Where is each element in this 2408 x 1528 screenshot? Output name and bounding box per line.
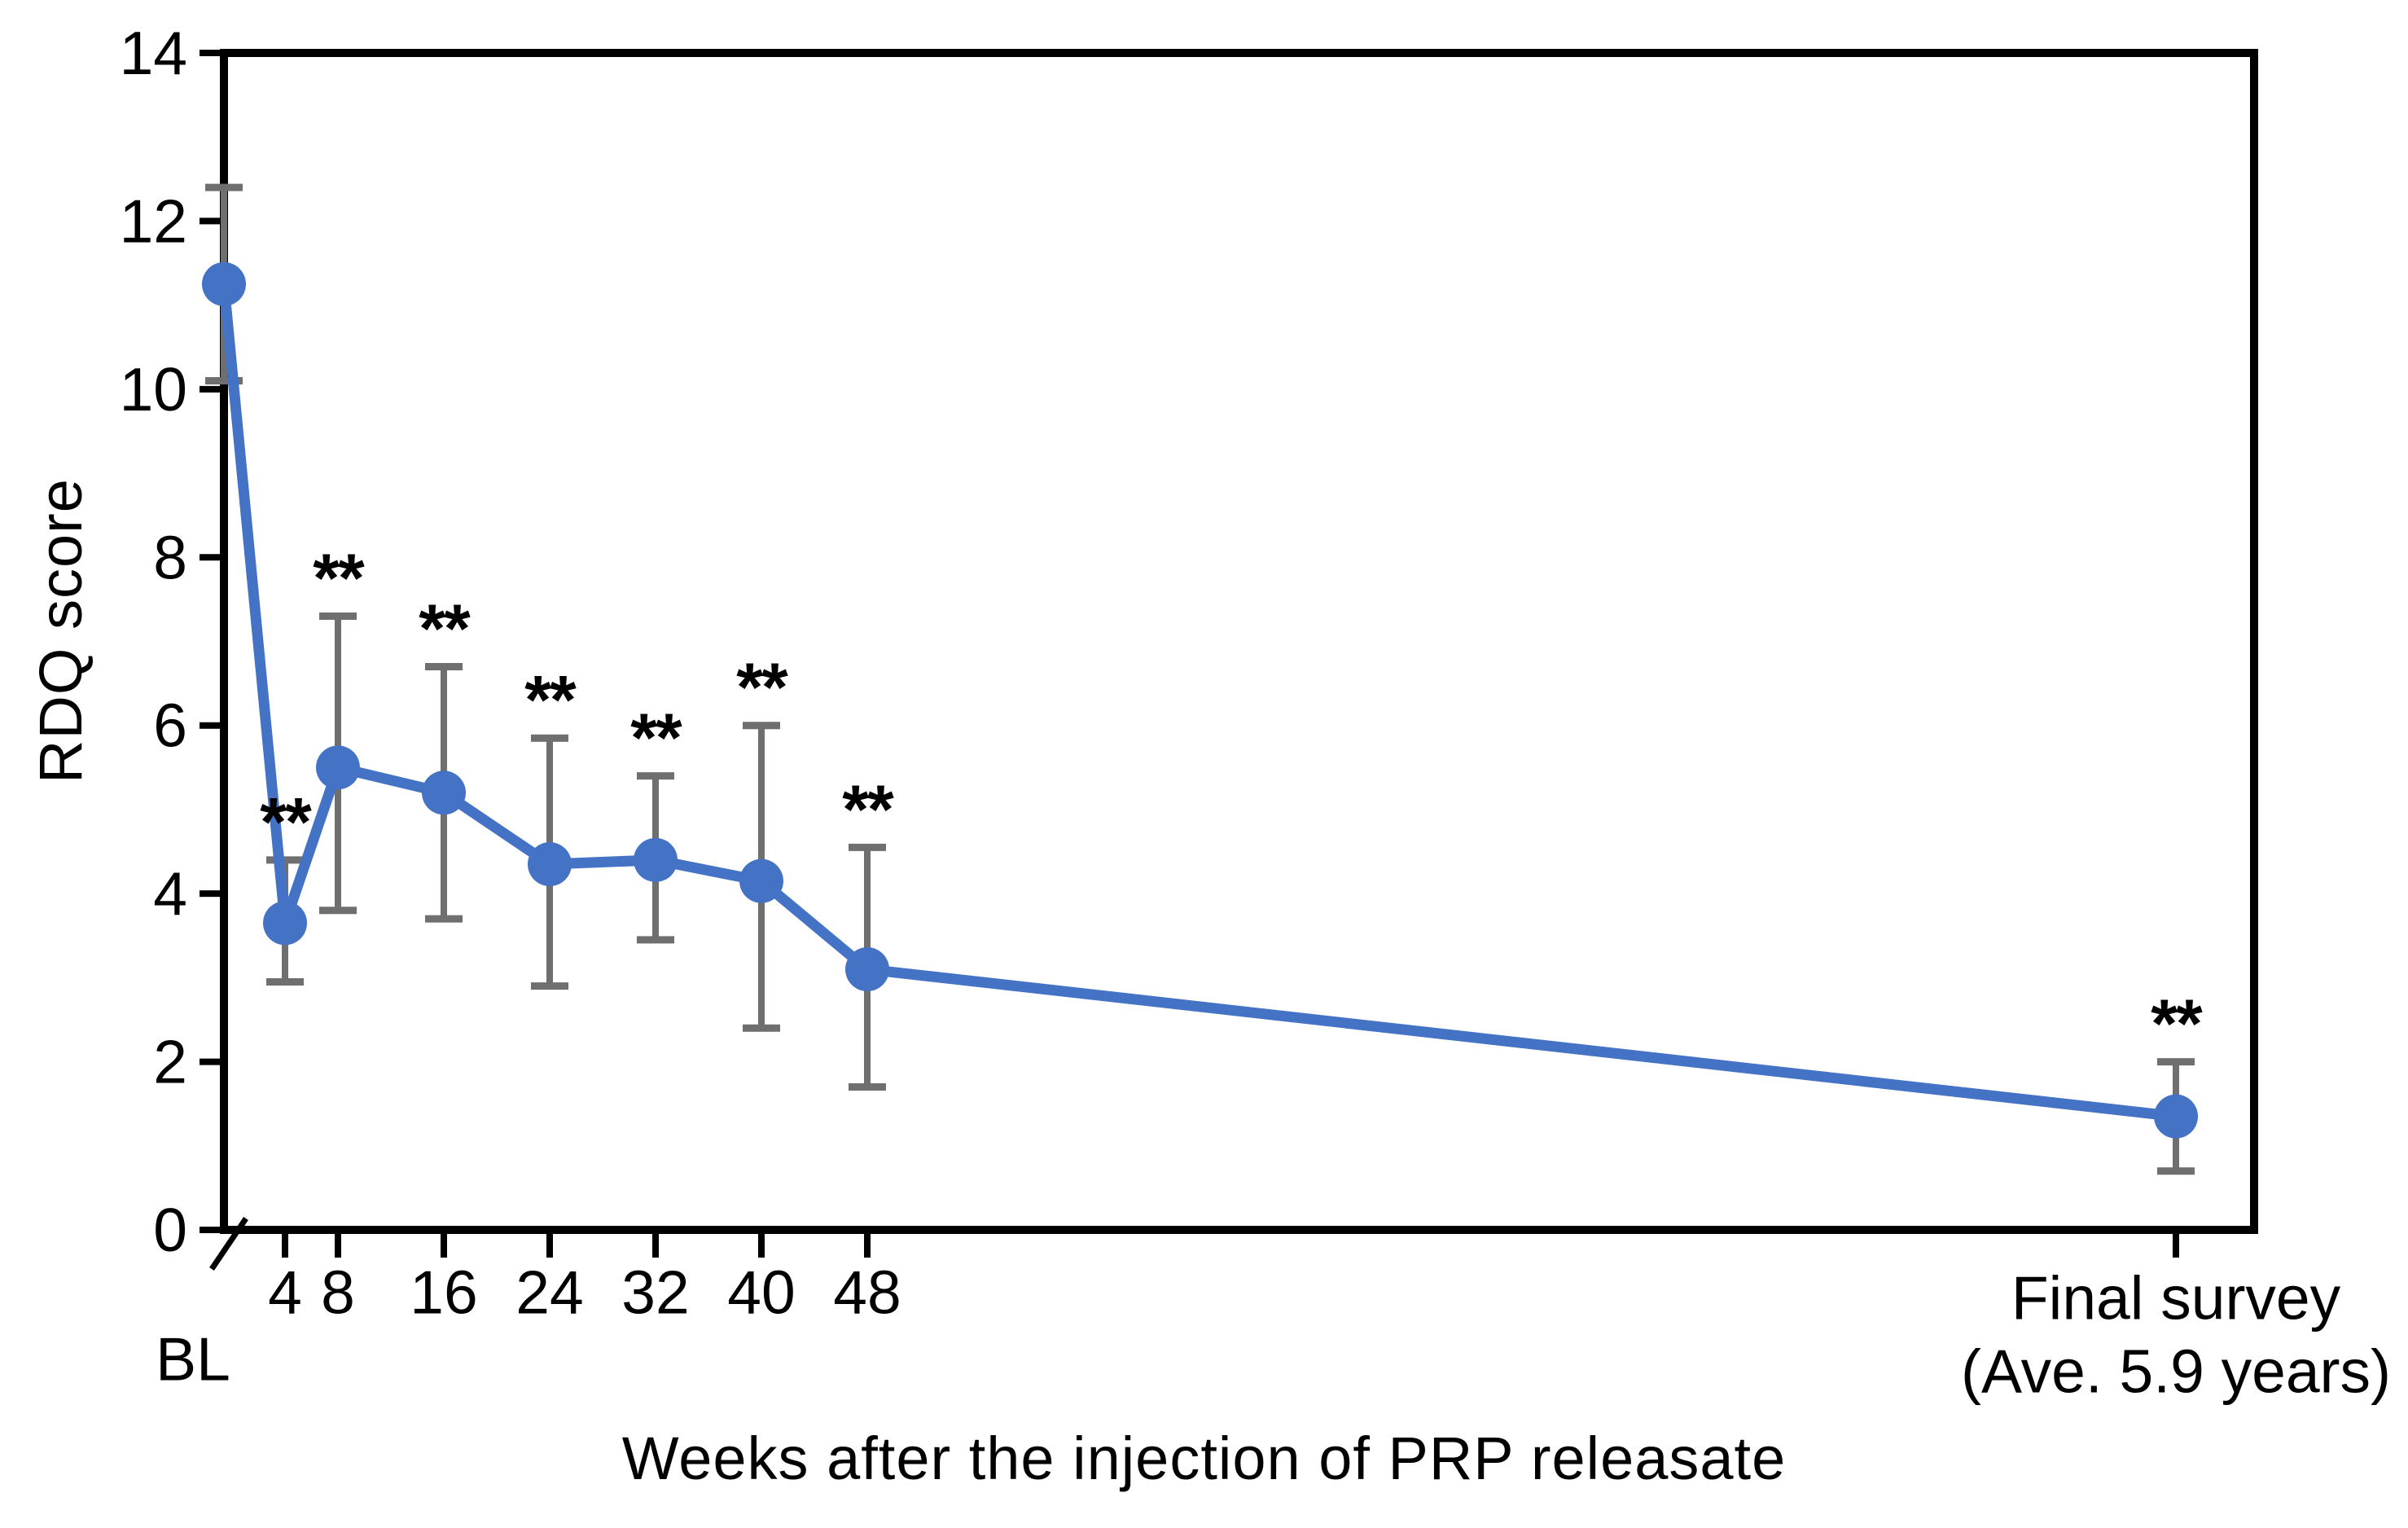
significance-marker-8: ** bbox=[313, 540, 365, 617]
x-tick-label-final-survey: Final survey bbox=[2011, 1263, 2341, 1332]
y-tick-label-8: 8 bbox=[153, 523, 187, 591]
plot-frame bbox=[220, 49, 2258, 1234]
significance-marker-4: ** bbox=[260, 784, 312, 860]
significance-marker-40: ** bbox=[736, 649, 788, 726]
x-axis-break-mark bbox=[209, 1217, 248, 1271]
data-point-32 bbox=[634, 837, 678, 882]
data-point-4 bbox=[263, 901, 307, 946]
data-point-BL bbox=[202, 261, 246, 306]
data-point-48 bbox=[845, 947, 889, 992]
y-tick-label-2: 2 bbox=[153, 1028, 187, 1096]
y-tick-label-10: 10 bbox=[120, 355, 187, 424]
x-tick-label-24: 24 bbox=[515, 1258, 583, 1326]
x-tick-label-40: 40 bbox=[727, 1258, 795, 1326]
significance-marker-24: ** bbox=[524, 661, 577, 738]
x-tick-label-8: 8 bbox=[321, 1258, 355, 1326]
data-point-final bbox=[2154, 1094, 2198, 1139]
y-tick-label-12: 12 bbox=[120, 187, 187, 255]
data-point-16 bbox=[422, 771, 466, 815]
significance-marker-48: ** bbox=[842, 771, 894, 847]
x-tick-label-16: 16 bbox=[410, 1258, 477, 1326]
x-tick-label-4: 4 bbox=[268, 1258, 302, 1326]
y-tick-label-0: 0 bbox=[153, 1196, 187, 1264]
x-tick-label-48: 48 bbox=[833, 1258, 901, 1326]
y-tick-label-14: 14 bbox=[120, 19, 187, 87]
x-tick-label-BL: BL bbox=[156, 1324, 230, 1393]
significance-marker-final: ** bbox=[2151, 986, 2203, 1062]
data-point-8 bbox=[316, 745, 360, 790]
data-point-24 bbox=[528, 842, 572, 887]
y-tick-label-4: 4 bbox=[153, 859, 187, 928]
data-point-40 bbox=[739, 858, 783, 903]
rdq-series-line bbox=[218, 279, 2182, 1122]
x-tick-label-final-survey-line2: (Ave. 5.9 years) bbox=[1961, 1337, 2391, 1405]
significance-marker-32: ** bbox=[630, 700, 682, 776]
y-axis-title: RDQ score bbox=[27, 478, 94, 784]
y-tick-label-6: 6 bbox=[153, 692, 187, 760]
x-tick-label-32: 32 bbox=[621, 1258, 689, 1326]
significance-marker-16: ** bbox=[419, 590, 471, 666]
x-axis-title: Weeks after the injection of PRP releasa… bbox=[621, 1425, 1787, 1492]
